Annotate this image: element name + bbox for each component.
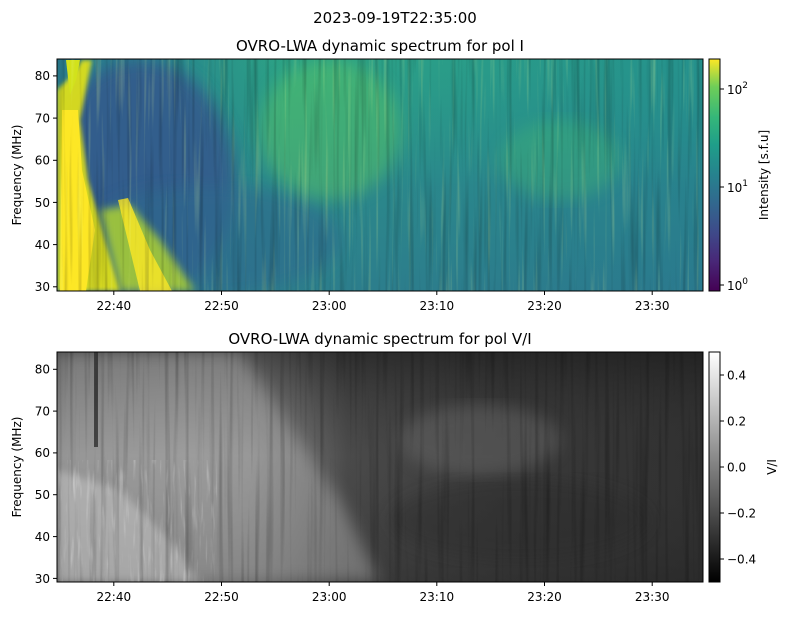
colorbar-label: Intensity [s.f.u] [757,130,771,220]
x-tick-label: 23:20 [527,590,562,604]
y-tick-label: 40 [35,238,50,252]
colorbar-tick-label: −0.4 [727,553,756,567]
y-tick-label: 50 [35,196,50,210]
colorbar: 0.4 0.2 0.0 −0.2 −0.4 V/I [708,351,779,583]
colorbar-tick-label: 0.4 [727,369,746,383]
x-tick-label: 22:40 [97,299,132,313]
heatmap-image [57,352,703,582]
x-tick-label: 23:10 [420,590,455,604]
x-tick-label: 22:50 [204,590,239,604]
y-axis-label: Frequency (MHz) [10,125,24,226]
x-tick-label: 22:40 [97,590,132,604]
y-tick-label: 40 [35,530,50,544]
colorbar-tick-label: 102 [727,81,748,97]
colorbar-tick-label: 100 [727,277,748,293]
x-tick-label: 23:30 [635,590,670,604]
axes-frame [56,351,704,583]
heatmap-image [57,59,703,291]
colorbar-tick-label: 101 [727,179,748,195]
x-axis: 22:40 22:50 23:00 23:10 23:20 23:30 [97,582,670,604]
colorbar-label: V/I [765,459,779,475]
y-tick-label: 50 [35,488,50,502]
y-axis: 30 40 50 60 70 80 Frequency (MHz) [10,363,57,586]
y-tick-label: 30 [35,280,50,294]
x-tick-label: 23:00 [312,590,347,604]
y-tick-label: 70 [35,405,50,419]
figure-suptitle: 2023-09-19T22:35:00 [313,9,477,27]
y-tick-label: 30 [35,572,50,586]
panel-pol-v-over-i: OVRO-LWA dynamic spectrum for pol V/I 22… [10,330,779,604]
colorbar-tick-label: 0.2 [727,415,746,429]
y-tick-label: 80 [35,363,50,377]
y-axis-label: Frequency (MHz) [10,417,24,518]
panel-title: OVRO-LWA dynamic spectrum for pol I [236,37,524,55]
colorbar: 100 101 102 Intensity [s.f.u] [708,58,771,293]
panel-title: OVRO-LWA dynamic spectrum for pol V/I [228,330,531,348]
y-tick-label: 80 [35,69,50,83]
axes-frame [56,58,704,292]
colorbar-tick-label: 0.0 [727,461,746,475]
y-tick-label: 60 [35,154,50,168]
colorbar-tick-label: −0.2 [727,507,756,521]
panel-pol-i: OVRO-LWA dynamic spectrum for pol I 22:4… [10,37,771,313]
x-tick-label: 23:20 [527,299,562,313]
y-tick-label: 60 [35,446,50,460]
x-tick-label: 22:50 [204,299,239,313]
x-tick-label: 23:10 [420,299,455,313]
x-tick-label: 23:30 [635,299,670,313]
y-tick-label: 70 [35,112,50,126]
x-axis: 22:40 22:50 23:00 23:10 23:20 23:30 [97,291,670,313]
x-tick-label: 23:00 [312,299,347,313]
y-axis: 30 40 50 60 70 80 Frequency (MHz) [10,69,57,294]
